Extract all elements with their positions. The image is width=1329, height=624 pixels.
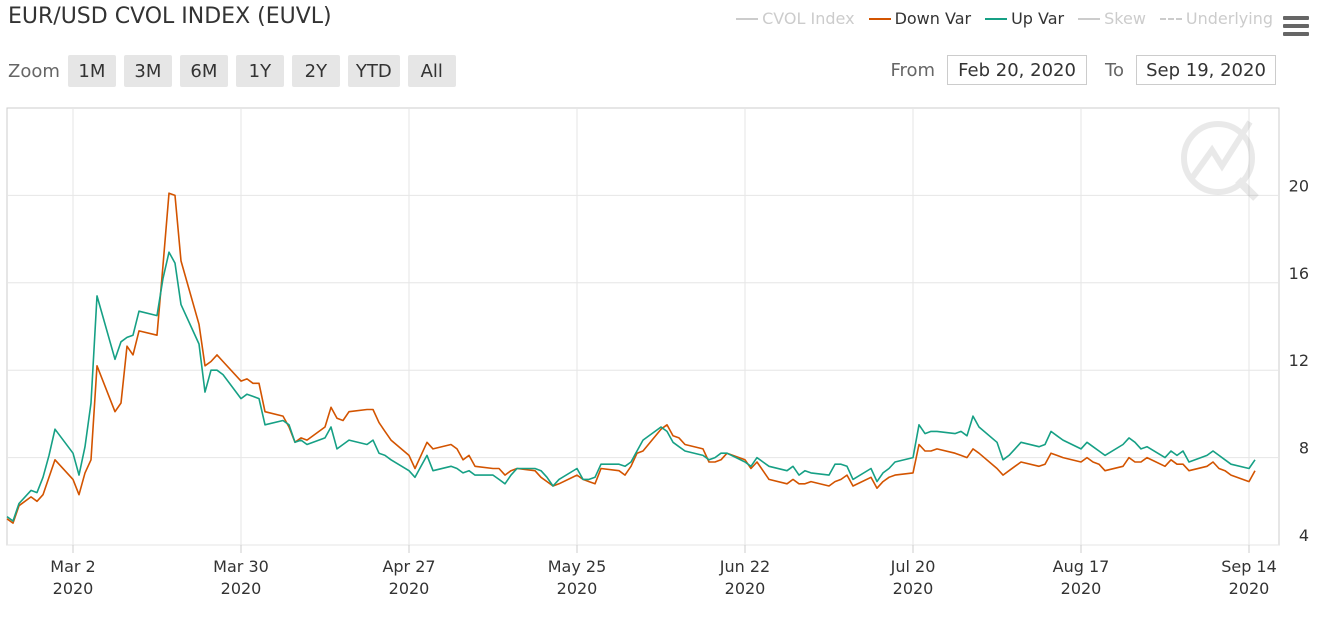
x-tick-label: Sep 14 xyxy=(1221,557,1277,576)
zoom-all-button[interactable]: All xyxy=(407,55,456,87)
legend-item-cvol-index[interactable]: CVOL Index xyxy=(736,9,855,28)
series-line-down-var xyxy=(6,192,1256,524)
legend-item-skew[interactable]: Skew xyxy=(1078,9,1146,28)
x-tick-label: Aug 17 xyxy=(1053,557,1110,576)
zoom-1y-button[interactable]: 1Y xyxy=(235,55,284,87)
x-tick-year-label: 2020 xyxy=(557,579,598,598)
chart-legend: CVOL Index Down Var Up Var Skew Underlying xyxy=(736,9,1273,28)
x-tick-year-label: 2020 xyxy=(1229,579,1270,598)
hamburger-menu-icon[interactable] xyxy=(1283,16,1309,36)
legend-swatch xyxy=(1078,17,1101,20)
watermark-logo-icon xyxy=(1181,120,1259,201)
x-tick-year-label: 2020 xyxy=(1061,579,1102,598)
from-label: From xyxy=(890,59,936,81)
legend-item-up-var[interactable]: Up Var xyxy=(985,9,1064,28)
legend-label: Skew xyxy=(1104,9,1146,28)
zoom-6m-button[interactable]: 6M xyxy=(179,55,228,87)
x-tick-year-label: 2020 xyxy=(53,579,94,598)
to-date-input[interactable] xyxy=(1136,55,1276,85)
legend-swatch xyxy=(868,17,891,20)
zoom-controls: Zoom 1M 3M 6M 1Y 2Y YTD All xyxy=(8,55,464,87)
zoom-ytd-button[interactable]: YTD xyxy=(347,55,400,87)
legend-label: CVOL Index xyxy=(762,9,855,28)
zoom-label: Zoom xyxy=(8,60,60,82)
x-tick-label: Apr 27 xyxy=(382,557,435,576)
y-tick-label: 4 xyxy=(1299,526,1309,545)
zoom-1m-button[interactable]: 1M xyxy=(67,55,116,87)
legend-label: Underlying xyxy=(1185,9,1273,28)
legend-swatch xyxy=(1159,17,1182,20)
series-line-up-var xyxy=(6,251,1256,522)
legend-label: Down Var xyxy=(894,9,972,28)
x-tick-year-label: 2020 xyxy=(725,579,766,598)
plot-area xyxy=(6,107,1280,546)
x-tick-label: Mar 2 xyxy=(50,557,95,576)
x-tick-year-label: 2020 xyxy=(893,579,934,598)
x-tick-year-label: 2020 xyxy=(389,579,430,598)
zoom-2y-button[interactable]: 2Y xyxy=(291,55,340,87)
legend-label: Up Var xyxy=(1011,9,1065,28)
zoom-3m-button[interactable]: 3M xyxy=(123,55,172,87)
x-tick-label: Mar 30 xyxy=(213,557,269,576)
chart-title: EUR/USD CVOL INDEX (EUVL) xyxy=(8,4,332,29)
legend-item-underlying[interactable]: Underlying xyxy=(1159,9,1273,28)
date-range-selector: From To xyxy=(872,55,1276,85)
x-tick-year-label: 2020 xyxy=(221,579,262,598)
y-tick-label: 8 xyxy=(1299,439,1309,458)
from-date-input[interactable] xyxy=(947,55,1088,85)
legend-item-down-var[interactable]: Down Var xyxy=(868,9,972,28)
legend-swatch xyxy=(736,17,759,20)
x-tick-label: Jul 20 xyxy=(890,557,936,576)
y-tick-label: 20 xyxy=(1289,176,1309,195)
to-label: To xyxy=(1105,59,1124,81)
x-tick-label: May 25 xyxy=(548,557,607,576)
legend-swatch xyxy=(985,17,1008,20)
x-tick-label: Jun 22 xyxy=(719,557,770,576)
y-tick-label: 16 xyxy=(1289,264,1309,283)
y-tick-label: 12 xyxy=(1289,351,1309,370)
